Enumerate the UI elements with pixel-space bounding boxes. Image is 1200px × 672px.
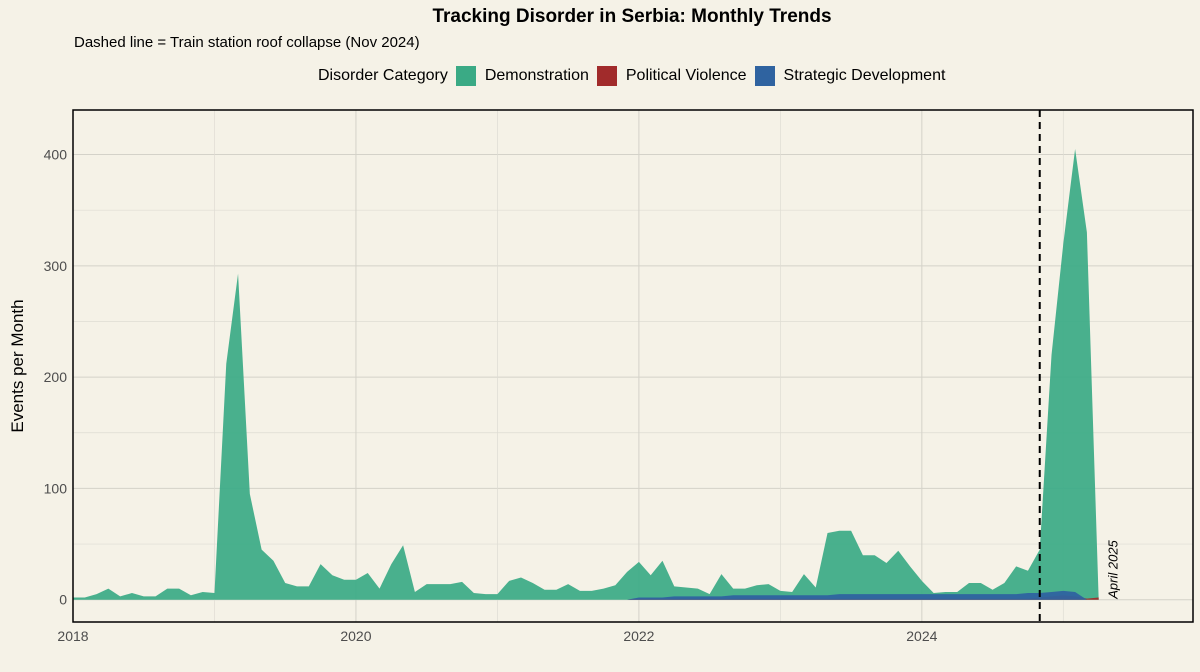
chart-subtitle: Dashed line = Train station roof collaps… (74, 34, 420, 51)
y-tick-label: 300 (44, 258, 68, 274)
legend-swatch-strategic-development (754, 66, 775, 86)
x-tick-label: 2024 (906, 628, 937, 644)
y-tick-label: 200 (44, 369, 68, 385)
legend-item-political-violence: Political Violence (596, 66, 747, 86)
legend-label-strategic-development: Strategic Development (783, 67, 946, 84)
legend-swatch-demonstration (455, 66, 476, 86)
legend-item-strategic-development: Strategic Development (754, 66, 946, 86)
area-series-demonstration (73, 148, 1099, 600)
x-tick-label: 2018 (57, 628, 88, 644)
area-layer (73, 148, 1099, 600)
annotation-label: April 2025 (1106, 539, 1121, 599)
legend-label-demonstration: Demonstration (484, 67, 589, 84)
y-tick-label: 100 (44, 480, 68, 496)
plot-panel-border (72, 109, 1194, 623)
overlay-layer: April 2025 (1038, 110, 1121, 622)
y-axis-label: Events per Month (8, 299, 27, 432)
legend-item-demonstration: Demonstration (455, 66, 589, 86)
legend-title: Disorder Category (318, 67, 448, 84)
legend: Disorder Category Demonstration Politica… (318, 66, 953, 86)
x-tick-label: 2020 (340, 628, 371, 644)
y-tick-label: 400 (44, 147, 68, 163)
y-tick-label: 0 (59, 592, 67, 608)
area-series-strategic-development (73, 590, 1099, 600)
x-tick-label: 2022 (623, 628, 654, 644)
axis-labels: 0 100 200 300 400 2018 2020 2022 2024 Events per … (8, 147, 938, 644)
legend-swatch-political-violence (596, 66, 617, 86)
legend-label-political-violence: Political Violence (625, 67, 747, 84)
chart-title: Tracking Disorder in Serbia: Monthly Tre… (432, 6, 832, 27)
